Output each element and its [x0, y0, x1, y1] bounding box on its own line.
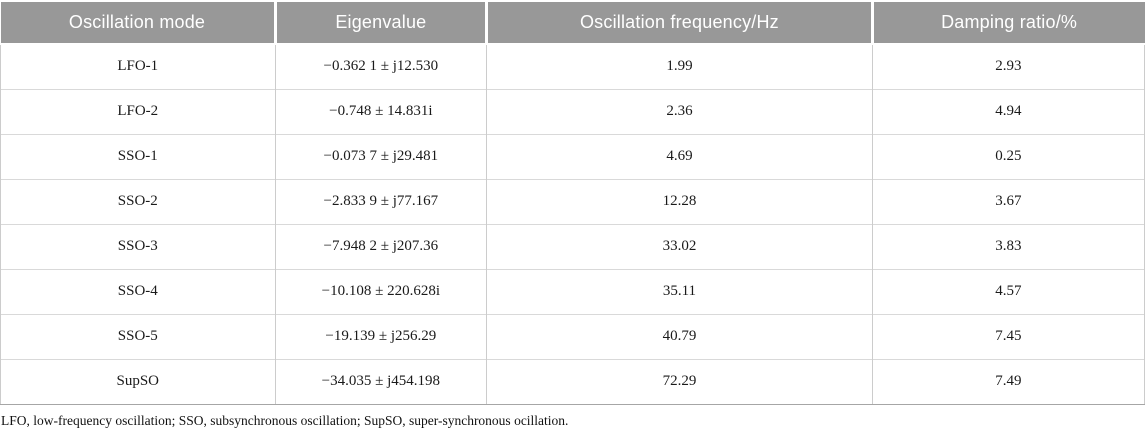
cell-damping-ratio: 3.67 — [871, 178, 1145, 224]
table-body: LFO-1 −0.362 1 ± j12.530 1.99 2.93 LFO-2… — [0, 43, 1145, 405]
column-header-oscillation-frequency: Oscillation frequency/Hz — [485, 0, 873, 44]
cell-oscillation-frequency: 12.28 — [486, 178, 873, 224]
table-row: SupSO −34.035 ± j454.198 72.29 7.49 — [0, 358, 1145, 405]
table-row: SSO-5 −19.139 ± j256.29 40.79 7.45 — [0, 313, 1145, 359]
cell-oscillation-mode: LFO-2 — [0, 88, 276, 134]
table-row: SSO-1 −0.073 7 ± j29.481 4.69 0.25 — [0, 133, 1145, 179]
cell-eigenvalue: −34.035 ± j454.198 — [274, 358, 487, 405]
cell-eigenvalue: −7.948 2 ± j207.36 — [274, 223, 487, 269]
cell-damping-ratio: 3.83 — [871, 223, 1145, 269]
table-row: SSO-4 −10.108 ± 220.628i 35.11 4.57 — [0, 268, 1145, 314]
cell-eigenvalue: −0.362 1 ± j12.530 — [274, 43, 487, 89]
table-footnote: LFO, low-frequency oscillation; SSO, sub… — [1, 412, 569, 428]
cell-oscillation-mode: LFO-1 — [0, 43, 276, 89]
cell-damping-ratio: 2.93 — [871, 43, 1145, 89]
cell-oscillation-frequency: 72.29 — [486, 358, 873, 405]
table-row: SSO-3 −7.948 2 ± j207.36 33.02 3.83 — [0, 223, 1145, 269]
table-row: LFO-1 −0.362 1 ± j12.530 1.99 2.93 — [0, 43, 1145, 89]
cell-oscillation-mode: SupSO — [0, 358, 276, 405]
cell-damping-ratio: 4.94 — [871, 88, 1145, 134]
cell-eigenvalue: −0.748 ± 14.831i — [274, 88, 487, 134]
cell-damping-ratio: 7.45 — [871, 313, 1145, 359]
cell-eigenvalue: −19.139 ± j256.29 — [274, 313, 487, 359]
table-row: SSO-2 −2.833 9 ± j77.167 12.28 3.67 — [0, 178, 1145, 224]
cell-oscillation-mode: SSO-1 — [0, 133, 276, 179]
cell-oscillation-frequency: 40.79 — [486, 313, 873, 359]
cell-eigenvalue: −10.108 ± 220.628i — [274, 268, 487, 314]
column-header-damping-ratio: Damping ratio/% — [870, 0, 1145, 44]
cell-oscillation-mode: SSO-5 — [0, 313, 276, 359]
cell-oscillation-frequency: 33.02 — [486, 223, 873, 269]
oscillation-modes-table: Oscillation mode Eigenvalue Oscillation … — [0, 0, 1145, 405]
table-header: Oscillation mode Eigenvalue Oscillation … — [0, 0, 1145, 44]
column-header-eigenvalue: Eigenvalue — [273, 0, 487, 44]
cell-oscillation-frequency: 35.11 — [486, 268, 873, 314]
cell-oscillation-mode: SSO-3 — [0, 223, 276, 269]
cell-damping-ratio: 7.49 — [871, 358, 1145, 405]
cell-oscillation-frequency: 2.36 — [486, 88, 873, 134]
cell-oscillation-mode: SSO-4 — [0, 268, 276, 314]
cell-damping-ratio: 4.57 — [871, 268, 1145, 314]
cell-oscillation-frequency: 1.99 — [486, 43, 873, 89]
cell-oscillation-frequency: 4.69 — [486, 133, 873, 179]
column-header-oscillation-mode: Oscillation mode — [0, 0, 276, 44]
cell-oscillation-mode: SSO-2 — [0, 178, 276, 224]
table-row: LFO-2 −0.748 ± 14.831i 2.36 4.94 — [0, 88, 1145, 134]
cell-eigenvalue: −2.833 9 ± j77.167 — [274, 178, 487, 224]
cell-eigenvalue: −0.073 7 ± j29.481 — [274, 133, 487, 179]
cell-damping-ratio: 0.25 — [871, 133, 1145, 179]
